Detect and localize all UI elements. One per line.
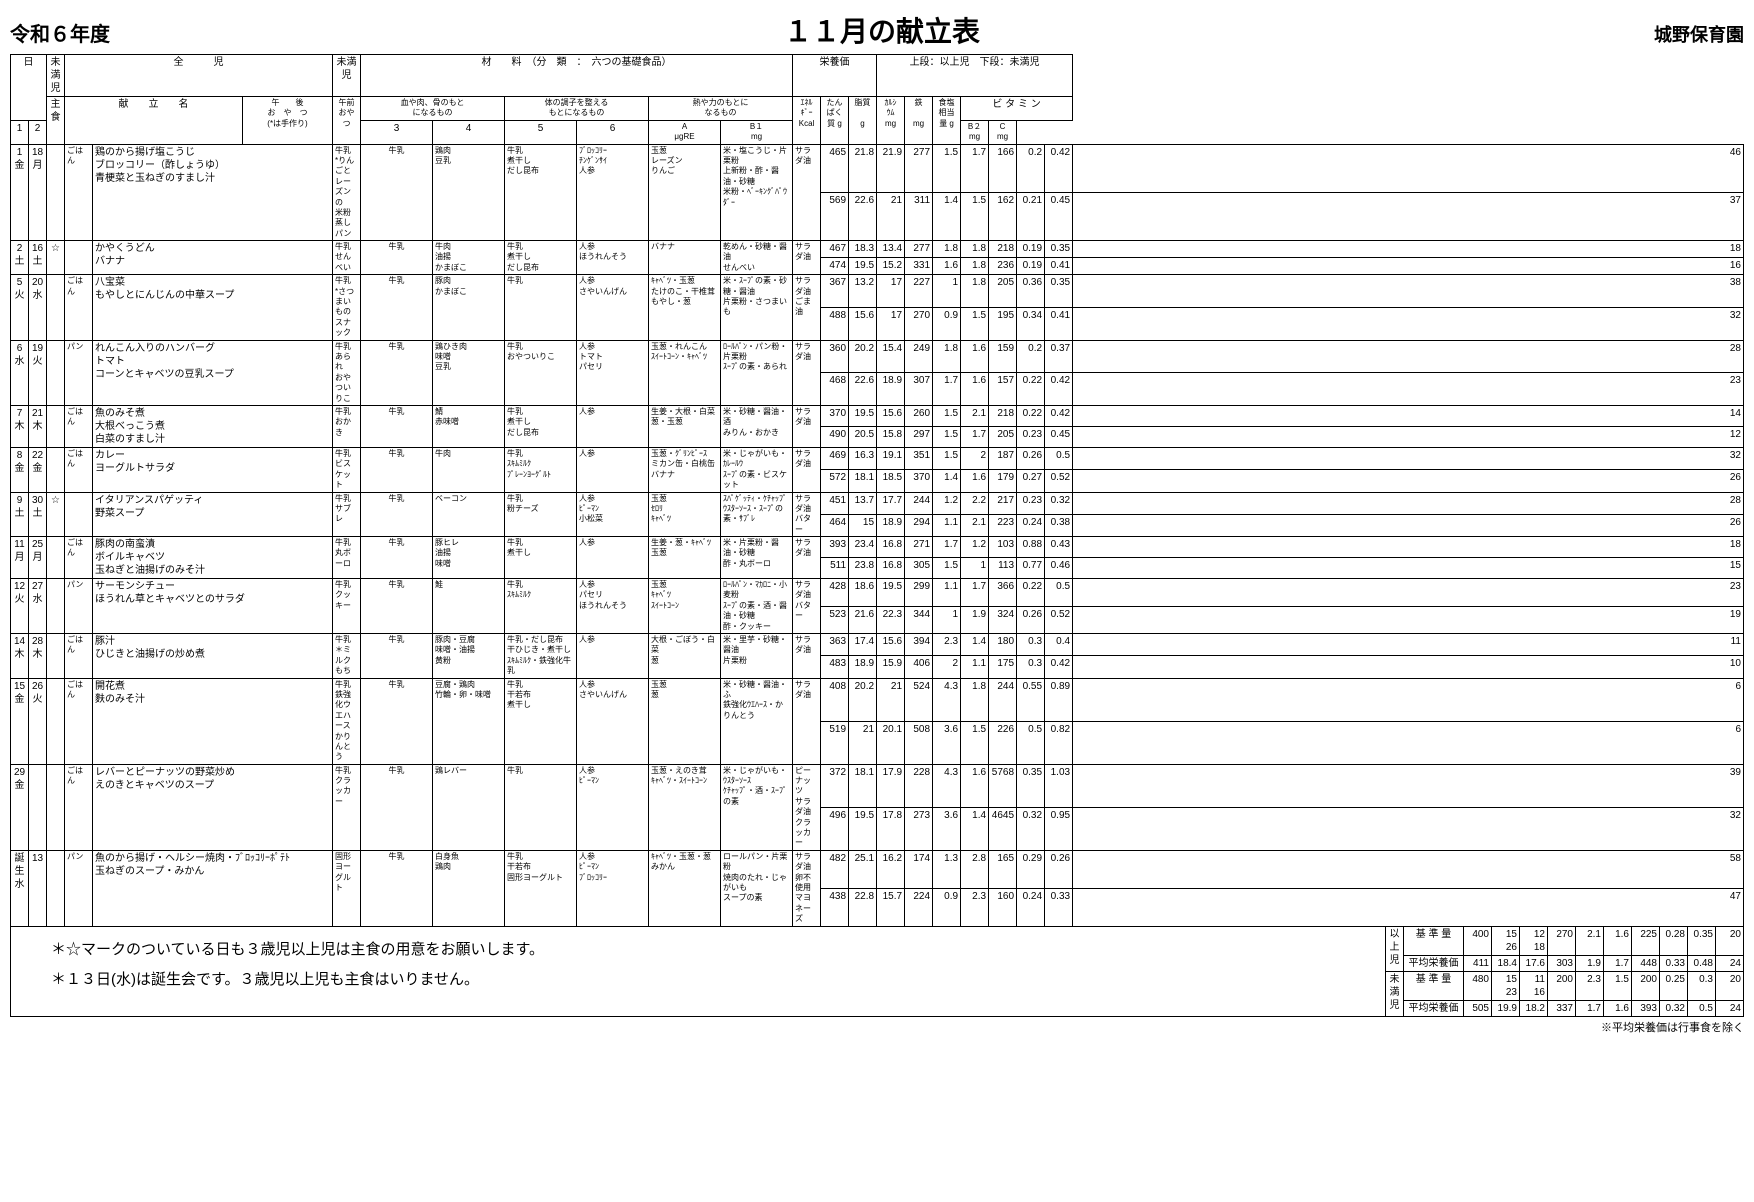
hdr-miman1: 未満児	[47, 55, 65, 97]
menu-row: 12 火27 水パンサーモンシチュー ほうれん草とキャベツとのサラダ牛乳 クッキ…	[11, 579, 1744, 606]
hdr-kcal: ｴﾈﾙ ｷﾞｰ Kcal	[793, 97, 821, 145]
page-title: １１月の献立表	[110, 10, 1654, 50]
menu-row: 29 金ごはんレバーとピーナッツの野菜炒め えのきとキャベツのスープ牛乳 クラッ…	[11, 764, 1744, 807]
hdr-vb2: B２ mg	[961, 120, 989, 144]
sum-heikin: 平均栄養価	[1404, 955, 1464, 971]
note-2: ＊１３日(水)は誕生会です。３歳児以上児も主食はいりません。	[51, 965, 1345, 995]
menu-row: 8 金22 金ごはんカレー ヨーグルトサラダ牛乳 ビスケット牛乳牛肉牛乳 ｽｷﾑ…	[11, 447, 1744, 469]
hdr-vita: ビ タ ミ ン	[961, 97, 1073, 121]
hdr-eiyou: 栄養価	[793, 55, 877, 97]
year-label: 令和６年度	[10, 18, 110, 47]
sum-miman-label: 未満児	[1386, 971, 1404, 1016]
hdr-eiyou-note: 上段：以上児 下段：未満児	[877, 55, 1073, 97]
hdr-kondate: 献 立 名	[65, 97, 243, 145]
hdr-shishitsu: 脂質 g	[849, 97, 877, 145]
menu-table: 日 未満児 全 児 未満児 材 料 （分 類 ： 六つの基礎食品） 栄養価 上段…	[10, 54, 1744, 927]
menu-row: 5 火20 水ごはん八宝菜 もやしとにんじんの中華スープ牛乳 *さつまいもの ス…	[11, 275, 1744, 308]
hdr-va: A μgRE	[649, 120, 721, 144]
menu-row: 1 金18 月ごはん鶏のから揚げ塩こうじ ブロッコリー（酢しょうゆ） 青梗菜と玉…	[11, 144, 1744, 192]
footer-note: ※平均栄養価は行事食を除く	[10, 1019, 1744, 1035]
hdr-zairyou: 材 料 （分 類 ： 六つの基礎食品）	[361, 55, 793, 97]
menu-row: 2 土16 土☆かやくうどん バナナ牛乳 せんべい牛乳牛肉 油揚 かまぼこ牛乳 …	[11, 241, 1744, 258]
hdr-tanpaku: たん ぱく 質 g	[821, 97, 849, 145]
menu-row: 6 水19 火パンれんこん入りのハンバーグ トマト コーンとキャベツの豆乳スープ…	[11, 340, 1744, 373]
menu-row: 11 月25 月ごはん豚肉の南蛮漬 ボイルキャベツ 玉ねぎと油揚げのみそ汁牛乳 …	[11, 537, 1744, 558]
hdr-c3: 3	[361, 120, 433, 144]
hdr-grp2: 体の調子を整える もとになるもの	[505, 97, 649, 121]
hdr-c5: 5	[505, 120, 577, 144]
hdr-zenji: 全 児	[65, 55, 333, 97]
menu-row: 9 土30 土☆イタリアンスパゲッティ 野菜スープ牛乳 サブレ牛乳ベーコン牛乳 …	[11, 492, 1744, 514]
hdr-gogo: 午 後 お や つ (*は手作り)	[243, 97, 333, 145]
hdr-gozen: 午前 おやつ	[333, 97, 361, 145]
notes-cell: ＊☆マークのついている日も３歳児以上児は主食の用意をお願いします。 ＊１３日(水…	[11, 926, 1386, 1016]
sum-ijou-label: 以上児	[1386, 926, 1404, 971]
note-1: ＊☆マークのついている日も３歳児以上児は主食の用意をお願いします。	[51, 935, 1345, 965]
footer-table: ＊☆マークのついている日も３歳児以上児は主食の用意をお願いします。 ＊１３日(水…	[10, 926, 1744, 1017]
hdr-c6: 6	[577, 120, 649, 144]
menu-row: 15 金26 火ごはん開花煮 麩のみそ汁牛乳 鉄強化ウエハース かりんとう牛乳豆…	[11, 678, 1744, 721]
school-name: 城野保育園	[1654, 21, 1744, 47]
hdr-vc: C mg	[989, 120, 1017, 144]
sum-kijun: 基 準 量	[1404, 926, 1464, 955]
hdr-grp1: 血や肉、骨のもと になるもの	[361, 97, 505, 121]
hdr-fe: 鉄 mg	[905, 97, 933, 145]
hdr-c4: 4	[433, 120, 505, 144]
menu-row: 14 木28 木ごはん豚汁 ひじきと油揚げの炒め煮牛乳 ＊ミルクもち牛乳豚肉・豆…	[11, 634, 1744, 656]
hdr-vb1: B１ mg	[721, 120, 793, 144]
hdr-miman2: 未満児	[333, 55, 361, 97]
hdr-shushoku: 主食	[47, 97, 65, 145]
hdr-ca: ｶﾙｼ ｳﾑ mg	[877, 97, 905, 145]
hdr-salt: 食塩 相当 量 g	[933, 97, 961, 145]
menu-row: 7 木21 木ごはん魚のみそ煮 大根べっこう煮 白菜のすまし汁牛乳 おかき牛乳鯖…	[11, 405, 1744, 426]
menu-row: 誕生 水13パン魚のから揚げ・ヘルシー焼肉・ﾌﾞﾛｯｺﾘｰﾎﾟﾃﾄ 玉ねぎのスー…	[11, 850, 1744, 888]
hdr-grp3: 熱や力のもとに なるもの	[649, 97, 793, 121]
hdr-c2: 2	[29, 120, 47, 144]
hdr-c1: 1	[11, 120, 29, 144]
hdr-day: 日	[11, 55, 47, 121]
